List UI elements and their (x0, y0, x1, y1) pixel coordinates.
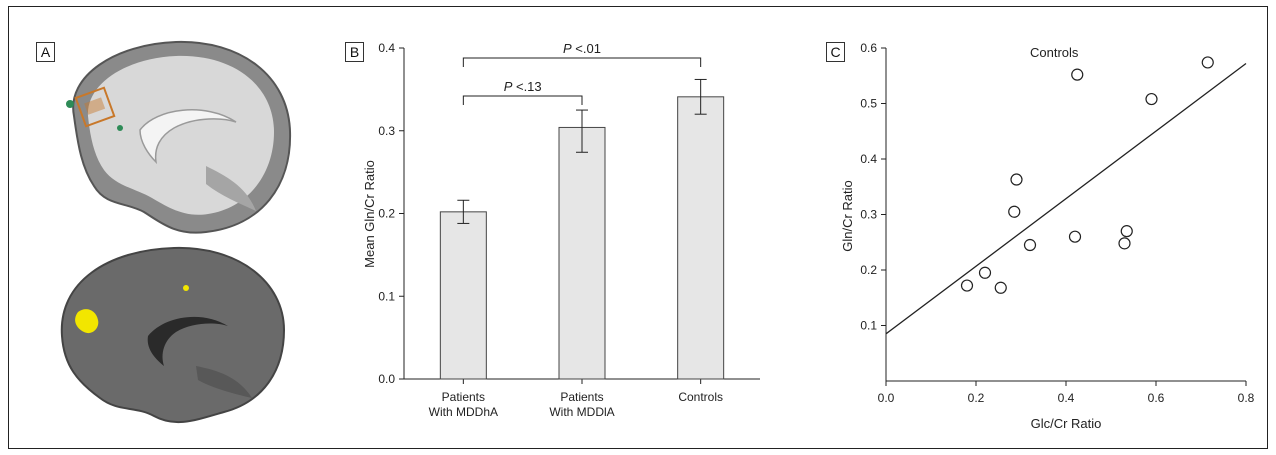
scatter-y-tick-label: 0.3 (860, 208, 877, 222)
significance-label: P <.13 (504, 79, 542, 94)
voxel-roi-box (74, 86, 116, 128)
scatter-point (1071, 68, 1084, 81)
lower-corpus-callosum (147, 316, 228, 366)
scatter-point (1201, 56, 1214, 69)
upper-corpus-callosum (139, 109, 237, 165)
regression-line (885, 63, 1247, 335)
scatter-x-axis-label: Glc/Cr Ratio (1031, 416, 1102, 431)
bar-y-tick-label: 0.1 (378, 289, 395, 303)
significance-label: P <.01 (563, 41, 601, 56)
bar-category-label: With MDDlA (549, 405, 614, 419)
scatter-y-tick-label: 0.4 (860, 152, 877, 166)
bar-category-label: Patients (442, 390, 485, 404)
scatter-point (1118, 237, 1131, 250)
scatter-y-axis-label: Gln/Cr Ratio (840, 180, 855, 252)
bar-category-label: With MDDhA (429, 405, 498, 419)
scatter-point (1023, 238, 1037, 252)
scatter-point (1145, 92, 1158, 106)
scatter-x-tick-label: 0.0 (878, 391, 895, 405)
upper-brain-cortex (87, 55, 274, 215)
bar (439, 211, 487, 380)
upper-mri-slice (66, 40, 292, 234)
panel-label-c: C (826, 42, 845, 62)
bar (677, 96, 725, 380)
scatter-x-tick-label: 0.4 (1058, 391, 1075, 405)
activation-cluster-frontal (75, 309, 99, 334)
bar-y-axis-label: Mean Gln/Cr Ratio (362, 160, 377, 268)
voxel-roi-inner (84, 97, 106, 115)
roi-marker-green-right (117, 125, 123, 131)
significance-bracket (462, 95, 583, 105)
scatter-point (978, 266, 992, 279)
bar-y-tick-label: 0.0 (378, 372, 395, 386)
activation-cluster-small (183, 285, 189, 291)
bar-y-tick-label: 0.3 (378, 124, 395, 138)
scatter-y-tick-label: 0.2 (860, 263, 877, 277)
bar (558, 126, 606, 380)
bar-chart-bars (439, 57, 725, 380)
scatter-y-tick-label: 0.6 (860, 41, 877, 55)
scatter-point (1068, 230, 1082, 243)
scatter-point (1120, 225, 1133, 238)
panel-label-a: A (36, 42, 55, 62)
panel-label-b: B (345, 42, 364, 62)
scatter-x-tick-label: 0.6 (1148, 391, 1165, 405)
bar-category-label: Controls (678, 390, 723, 404)
scatter-x-tick-label: 0.2 (968, 391, 985, 405)
roi-marker-green-left (66, 100, 74, 108)
scatter-point (1008, 205, 1021, 218)
scatter-point (994, 281, 1007, 294)
scatter-chart: 0.0 0.2 0.4 0.6 0.8 0.1 0.2 0.3 0.4 0.5 0.6 Contro… (840, 41, 1255, 431)
scatter-y-tick-label: 0.5 (860, 97, 877, 111)
lower-cerebellum (196, 366, 252, 398)
bar-y-tick-label: 0.2 (378, 207, 395, 221)
scatter-points (885, 56, 1247, 335)
bar-category-label: Patients (560, 390, 603, 404)
scatter-point (1010, 173, 1023, 186)
scatter-x-tick-label: 0.8 (1238, 391, 1255, 405)
brain-images (60, 40, 292, 424)
scatter-chart-axes: 0.0 0.2 0.4 0.6 0.8 0.1 0.2 0.3 0.4 0.5 0.6 (860, 41, 1254, 405)
scatter-title: Controls (1030, 45, 1079, 60)
lower-mri-slice (60, 246, 286, 424)
significance-bracket (462, 57, 702, 67)
scatter-point (960, 279, 974, 292)
scatter-y-tick-label: 0.1 (860, 319, 877, 333)
bar-y-tick-label: 0.4 (378, 41, 395, 55)
upper-cerebellum (206, 166, 256, 211)
